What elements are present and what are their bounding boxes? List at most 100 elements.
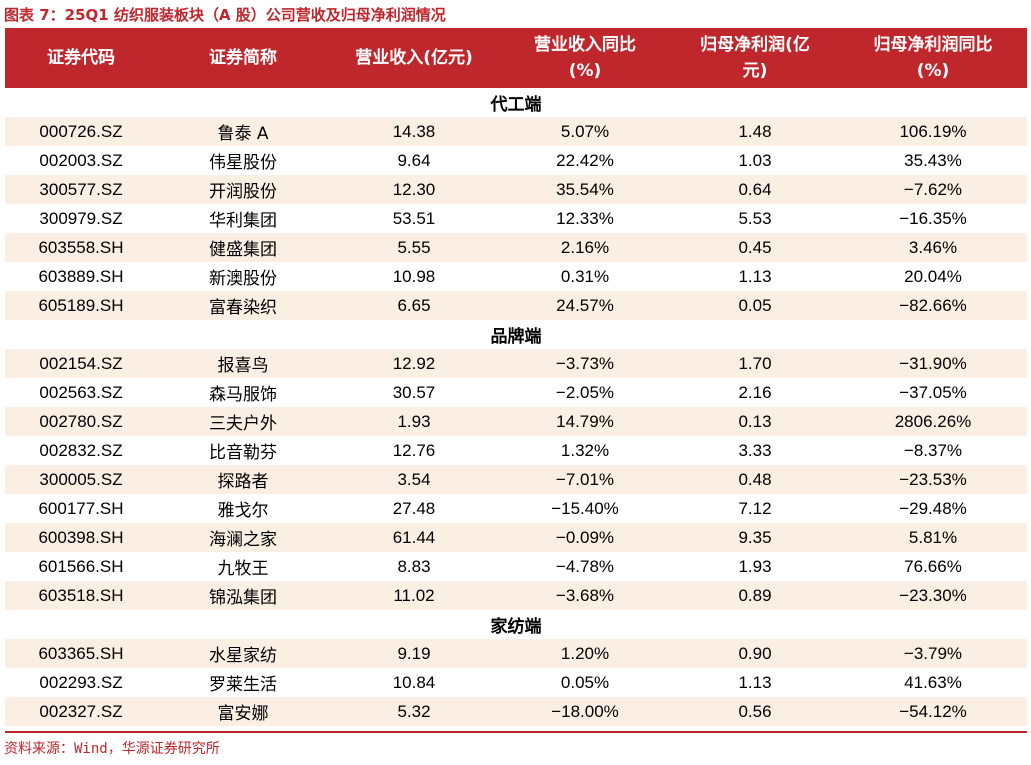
cell-name: 森马服饰	[157, 378, 329, 407]
section-row: 品牌端	[5, 320, 1027, 349]
cell-revenue-yoy: 0.05%	[499, 668, 671, 697]
cell-profit-yoy: −7.62%	[839, 175, 1027, 204]
cell-code: 002780.SZ	[5, 407, 157, 436]
table-row: 603558.SH 健盛集团 5.55 2.16% 0.45 3.46%	[5, 233, 1027, 262]
figure-title: 图表 7：25Q1 纺织服装板块（A 股）公司营收及归母净利润情况	[4, 6, 446, 24]
cell-revenue: 61.44	[329, 523, 499, 552]
cell-code: 002563.SZ	[5, 378, 157, 407]
cell-code: 002832.SZ	[5, 436, 157, 465]
col-header-revenue-yoy: 营业收入同比 (%)	[534, 35, 636, 81]
cell-code: 300979.SZ	[5, 204, 157, 233]
header-row: 证券代码 证券简称 营业收入(亿元) 营业收入同比 (%) 归母净利润(亿 元) 归…	[5, 28, 1027, 88]
cell-code: 605189.SH	[5, 291, 157, 320]
cell-name: 三夫户外	[157, 407, 329, 436]
table-row: 002154.SZ 报喜鸟 12.92 −3.73% 1.70 −31.90%	[5, 349, 1027, 378]
cell-code: 002154.SZ	[5, 349, 157, 378]
table-row: 300979.SZ 华利集团 53.51 12.33% 5.53 −16.35%	[5, 204, 1027, 233]
cell-name: 探路者	[157, 465, 329, 494]
section-label: 代工端	[5, 88, 1027, 117]
cell-revenue: 6.65	[329, 291, 499, 320]
table-row: 600398.SH 海澜之家 61.44 −0.09% 9.35 5.81%	[5, 523, 1027, 552]
cell-code: 603518.SH	[5, 581, 157, 610]
table-row: 601566.SH 九牧王 8.83 −4.78% 1.93 76.66%	[5, 552, 1027, 581]
cell-revenue-yoy: −2.05%	[499, 378, 671, 407]
cell-code: 603889.SH	[5, 262, 157, 291]
cell-profit: 0.45	[671, 233, 839, 262]
cell-profit-yoy: −23.53%	[839, 465, 1027, 494]
cell-revenue-yoy: −0.09%	[499, 523, 671, 552]
cell-profit: 0.48	[671, 465, 839, 494]
cell-name: 比音勒芬	[157, 436, 329, 465]
cell-name: 新澳股份	[157, 262, 329, 291]
cell-profit-yoy: 76.66%	[839, 552, 1027, 581]
table-row: 002780.SZ 三夫户外 1.93 14.79% 0.13 2806.26%	[5, 407, 1027, 436]
cell-name: 雅戈尔	[157, 494, 329, 523]
cell-profit: 0.89	[671, 581, 839, 610]
col-header-profit-yoy: 归母净利润同比 (%)	[873, 35, 993, 81]
cell-profit-yoy: −8.37%	[839, 436, 1027, 465]
cell-profit-yoy: 35.43%	[839, 146, 1027, 175]
cell-revenue-yoy: −4.78%	[499, 552, 671, 581]
table-row: 002832.SZ 比音勒芬 12.76 1.32% 3.33 −8.37%	[5, 436, 1027, 465]
cell-profit: 1.03	[671, 146, 839, 175]
company-table: 证券代码 证券简称 营业收入(亿元) 营业收入同比 (%) 归母净利润(亿 元) 归…	[5, 28, 1027, 726]
cell-profit-yoy: 41.63%	[839, 668, 1027, 697]
cell-code: 600177.SH	[5, 494, 157, 523]
cell-revenue: 53.51	[329, 204, 499, 233]
cell-code: 603558.SH	[5, 233, 157, 262]
cell-profit: 1.70	[671, 349, 839, 378]
section-label: 品牌端	[5, 320, 1027, 349]
table-body: 代工端 000726.SZ 鲁泰 A 14.38 5.07% 1.48 106.19% 002…	[5, 88, 1027, 726]
cell-profit: 1.13	[671, 668, 839, 697]
cell-code: 002293.SZ	[5, 668, 157, 697]
cell-revenue: 27.48	[329, 494, 499, 523]
cell-revenue-yoy: 22.42%	[499, 146, 671, 175]
cell-profit: 7.12	[671, 494, 839, 523]
cell-name: 锦泓集团	[157, 581, 329, 610]
cell-revenue: 3.54	[329, 465, 499, 494]
cell-code: 000726.SZ	[5, 117, 157, 146]
cell-revenue-yoy: 2.16%	[499, 233, 671, 262]
cell-revenue-yoy: 5.07%	[499, 117, 671, 146]
cell-revenue-yoy: 35.54%	[499, 175, 671, 204]
cell-profit-yoy: −3.79%	[839, 639, 1027, 668]
cell-profit-yoy: −37.05%	[839, 378, 1027, 407]
cell-code: 601566.SH	[5, 552, 157, 581]
cell-revenue: 9.64	[329, 146, 499, 175]
cell-profit-yoy: −23.30%	[839, 581, 1027, 610]
cell-code: 002003.SZ	[5, 146, 157, 175]
table-header: 证券代码 证券简称 营业收入(亿元) 营业收入同比 (%) 归母净利润(亿 元) 归…	[5, 28, 1027, 88]
cell-name: 鲁泰 A	[157, 117, 329, 146]
cell-profit-yoy: 3.46%	[839, 233, 1027, 262]
cell-revenue: 12.92	[329, 349, 499, 378]
cell-revenue-yoy: 24.57%	[499, 291, 671, 320]
cell-name: 富春染织	[157, 291, 329, 320]
cell-revenue-yoy: 12.33%	[499, 204, 671, 233]
cell-revenue: 12.30	[329, 175, 499, 204]
cell-revenue: 5.32	[329, 697, 499, 726]
cell-profit: 3.33	[671, 436, 839, 465]
table-row: 605189.SH 富春染织 6.65 24.57% 0.05 −82.66%	[5, 291, 1027, 320]
source-note: 资料来源：Wind，华源证券研究所	[4, 741, 220, 757]
col-header-profit: 归母净利润(亿 元)	[700, 35, 810, 81]
table-row: 002293.SZ 罗莱生活 10.84 0.05% 1.13 41.63%	[5, 668, 1027, 697]
table-row: 603518.SH 锦泓集团 11.02 −3.68% 0.89 −23.30%	[5, 581, 1027, 610]
cell-revenue-yoy: −18.00%	[499, 697, 671, 726]
cell-profit: 0.90	[671, 639, 839, 668]
cell-code: 603365.SH	[5, 639, 157, 668]
cell-revenue-yoy: −3.73%	[499, 349, 671, 378]
bottom-rule	[5, 731, 1027, 733]
cell-revenue: 9.19	[329, 639, 499, 668]
table-row: 000726.SZ 鲁泰 A 14.38 5.07% 1.48 106.19%	[5, 117, 1027, 146]
cell-name: 报喜鸟	[157, 349, 329, 378]
cell-revenue: 8.83	[329, 552, 499, 581]
cell-revenue-yoy: −15.40%	[499, 494, 671, 523]
cell-profit-yoy: −54.12%	[839, 697, 1027, 726]
cell-profit-yoy: 2806.26%	[839, 407, 1027, 436]
cell-code: 600398.SH	[5, 523, 157, 552]
table-row: 600177.SH 雅戈尔 27.48 −15.40% 7.12 −29.48%	[5, 494, 1027, 523]
cell-revenue: 11.02	[329, 581, 499, 610]
cell-profit-yoy: −31.90%	[839, 349, 1027, 378]
cell-code: 002327.SZ	[5, 697, 157, 726]
cell-revenue-yoy: −3.68%	[499, 581, 671, 610]
